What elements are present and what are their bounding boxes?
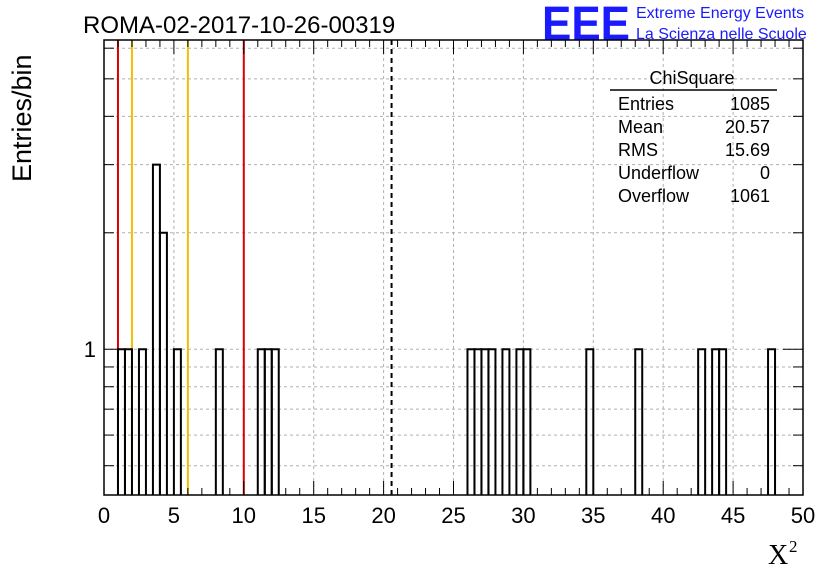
x-tick-label: 20	[371, 503, 395, 528]
logo-line1: Extreme Energy Events	[636, 5, 804, 22]
histogram-bin	[767, 348, 777, 495]
histogram-bin	[116, 348, 126, 495]
stats-label: Underflow	[618, 163, 700, 183]
stats-value: 0	[760, 163, 770, 183]
x-axis-label-main: X	[768, 540, 788, 571]
stats-value: 1085	[730, 94, 770, 114]
x-tick-label: 40	[651, 503, 675, 528]
eee-logo: EEE Extreme Energy Events La Scienza nel…	[542, 0, 807, 51]
histogram-bin	[263, 348, 273, 495]
histogram-bin	[501, 348, 511, 495]
logo-mark: EEE	[542, 0, 630, 51]
histogram-bin	[151, 163, 161, 495]
logo-line2: La Scienza nelle Scuole	[636, 26, 807, 43]
stats-box-title: ChiSquare	[649, 68, 734, 88]
histogram-bin	[466, 348, 476, 495]
histogram-bin	[718, 348, 728, 495]
histogram-bin	[473, 348, 483, 495]
x-tick-label: 0	[98, 503, 110, 528]
stats-label: RMS	[618, 140, 658, 160]
histogram-bin	[522, 348, 532, 495]
stats-label: Overflow	[618, 186, 690, 206]
y-axis-label: Entries/bin	[7, 54, 37, 182]
stats-value: 15.69	[725, 140, 770, 160]
histogram-bin	[585, 348, 595, 495]
histogram-bars	[116, 163, 777, 495]
x-axis-label: X 2	[768, 537, 798, 571]
y-tick-label: 1	[84, 337, 96, 362]
x-tick-label: 15	[301, 503, 325, 528]
histogram-bin	[172, 348, 182, 495]
stats-value: 20.57	[725, 117, 770, 137]
x-tick-label: 30	[511, 503, 535, 528]
histogram-bin	[270, 348, 280, 495]
x-tick-label: 5	[168, 503, 180, 528]
histogram-bin	[697, 348, 707, 495]
histogram-bin	[214, 348, 224, 495]
histogram-bin	[711, 348, 721, 495]
histogram-bin	[487, 348, 497, 495]
stats-label: Mean	[618, 117, 663, 137]
stats-value: 1061	[730, 186, 770, 206]
histogram-bin	[123, 348, 133, 495]
stats-box: ChiSquare Entries 1085 Mean 20.57 RMS 15.69 Un…	[610, 68, 777, 206]
histogram-bin	[515, 348, 525, 495]
histogram-bin	[634, 348, 644, 495]
x-axis-label-superscript: 2	[789, 537, 798, 556]
stats-label: Entries	[618, 94, 674, 114]
x-tick-label: 25	[441, 503, 465, 528]
chart-title: ROMA-02-2017-10-26-00319	[83, 12, 395, 39]
histogram-bin	[137, 348, 147, 495]
x-tick-label: 35	[581, 503, 605, 528]
histogram-bin	[158, 231, 168, 495]
axis-ticks: 0 5 10 15 20 25 30 35 40 45 50 1	[84, 40, 815, 528]
x-tick-label: 45	[721, 503, 745, 528]
histogram-bin	[256, 348, 266, 495]
x-tick-label: 10	[232, 503, 256, 528]
histogram-bin	[480, 348, 490, 495]
x-tick-label: 50	[791, 503, 815, 528]
